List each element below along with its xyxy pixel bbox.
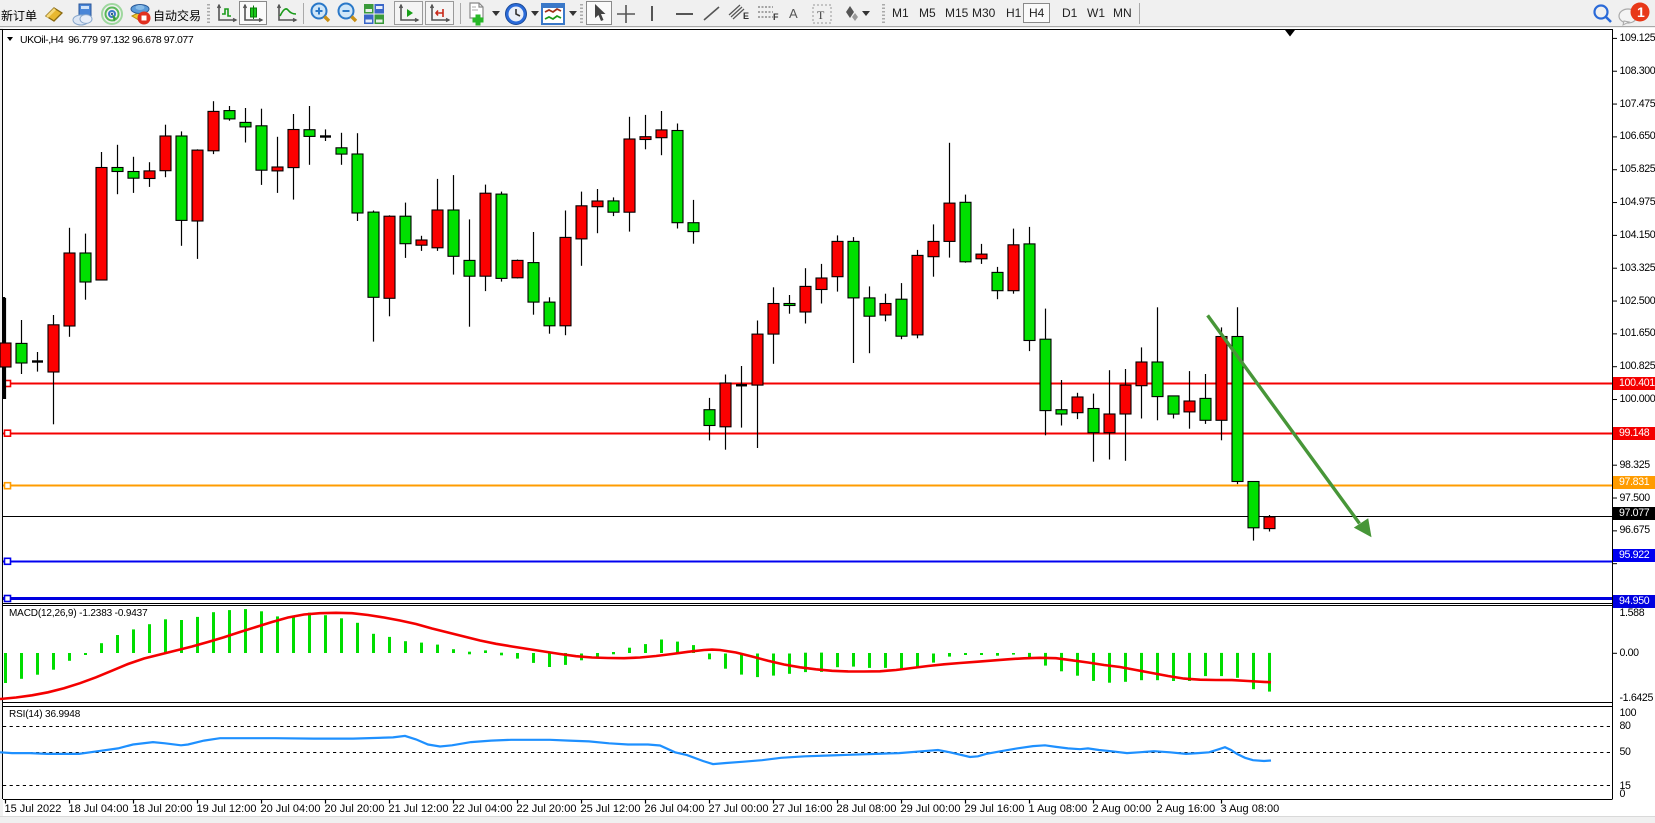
svg-text:E: E (743, 11, 749, 21)
svg-text:1: 1 (1637, 4, 1645, 20)
svg-text:F: F (773, 12, 779, 22)
svg-text:T: T (817, 8, 825, 22)
